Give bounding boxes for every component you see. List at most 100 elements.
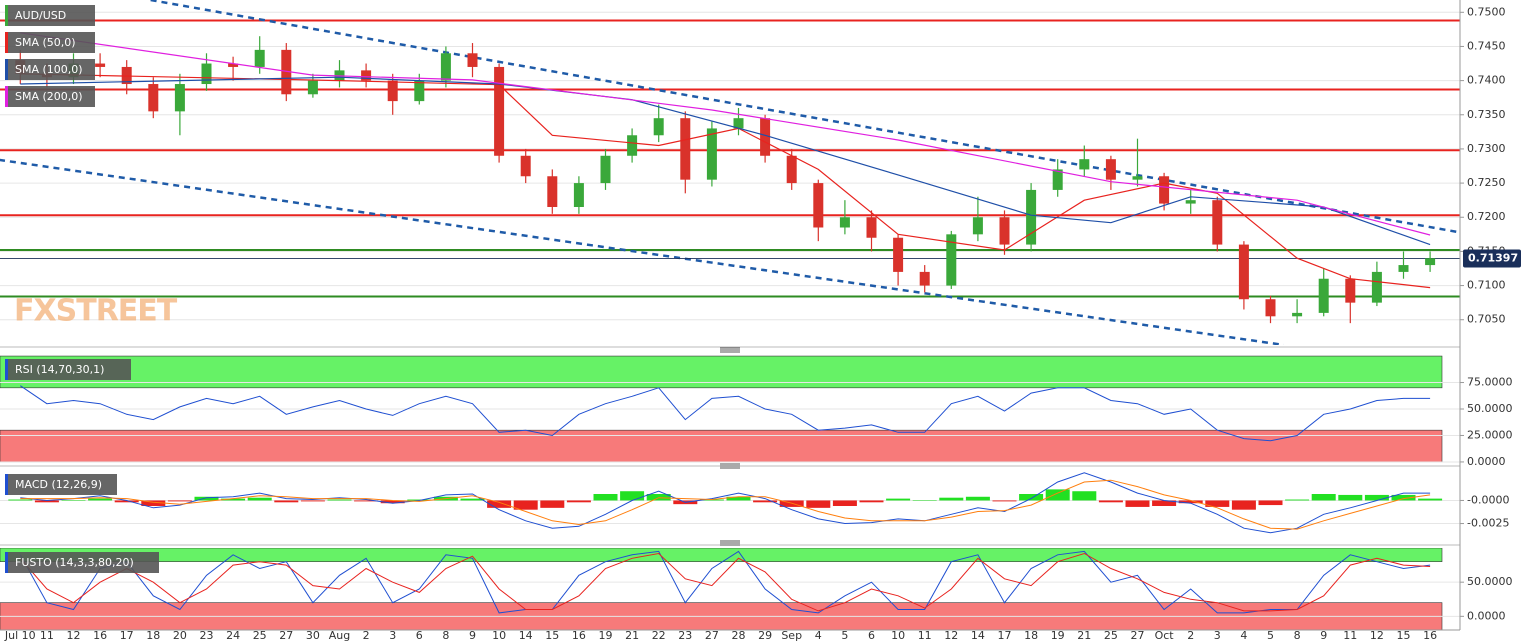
- axes: 0.70500.71000.71500.72000.72500.73000.73…: [4, 5, 1521, 642]
- histogram-bar: [1178, 500, 1203, 504]
- histogram-bar: [939, 497, 964, 501]
- x-tick-label: 12: [67, 629, 81, 642]
- candle-body: [706, 128, 717, 180]
- histogram-bar: [992, 500, 1017, 502]
- candle-body: [148, 84, 159, 112]
- price-panel: [0, 0, 1460, 345]
- legend-box: [5, 5, 95, 26]
- y-tick-label: 0.0000: [1467, 609, 1506, 622]
- x-tick-label: 17: [998, 629, 1012, 642]
- y-tick-label: 0.0000: [1467, 455, 1506, 468]
- candle-body: [228, 63, 239, 67]
- candle-body: [440, 53, 451, 81]
- histogram-bar: [806, 500, 831, 508]
- histogram-bar: [513, 500, 538, 510]
- x-tick-label: 11: [1343, 629, 1357, 642]
- legend-swatch: [5, 59, 8, 80]
- y-tick-label: 0.7050: [1467, 313, 1506, 326]
- x-tick-label: 22: [652, 629, 666, 642]
- histogram-bar: [221, 498, 246, 501]
- histogram-bar: [300, 500, 325, 502]
- signal-line: [20, 479, 1431, 530]
- x-tick-label: 19: [599, 629, 613, 642]
- panel-label-box: [5, 552, 159, 573]
- histogram-bar: [1418, 498, 1443, 501]
- x-tick-label: 16: [93, 629, 107, 642]
- panel-label: MACD (12,26,9): [15, 478, 102, 491]
- histogram-bar: [859, 500, 884, 503]
- zone: [0, 548, 1443, 562]
- x-tick-label: 27: [1131, 629, 1145, 642]
- histogram-bar: [354, 500, 379, 502]
- zone: [0, 429, 1443, 463]
- histogram-bar: [327, 499, 352, 501]
- sma-line: [20, 32, 1431, 236]
- histogram-bar: [753, 500, 778, 503]
- candle-body: [361, 70, 372, 81]
- resize-handles[interactable]: [720, 347, 740, 546]
- resize-handle[interactable]: [720, 347, 740, 546]
- rsi-panel: [0, 355, 1460, 463]
- x-tick-label: 20: [173, 629, 187, 642]
- x-tick-label: Oct: [1155, 629, 1175, 642]
- indicator-line: [19, 552, 1431, 612]
- x-tick-label: 3: [1214, 629, 1221, 642]
- x-tick-label: 9: [469, 629, 476, 642]
- x-tick-label: 6: [416, 629, 423, 642]
- candle-body: [1052, 169, 1063, 190]
- x-tick-label: 23: [200, 629, 214, 642]
- x-tick-label: 12: [944, 629, 958, 642]
- candle-body: [653, 118, 664, 136]
- indicator-line: [19, 550, 1431, 614]
- candle-body: [680, 118, 691, 180]
- legend-swatch: [5, 5, 8, 26]
- candle-body: [281, 49, 292, 95]
- x-tick-label: 5: [1267, 629, 1274, 642]
- candle-body: [387, 80, 398, 102]
- x-tick-label: 15: [1397, 629, 1411, 642]
- candle-body: [893, 237, 904, 272]
- candle-body: [307, 80, 318, 95]
- x-tick-label: 14: [971, 629, 985, 642]
- candle-body: [254, 49, 265, 67]
- y-tick-label: 0.7200: [1467, 210, 1506, 223]
- y-tick-label: 0.7400: [1467, 74, 1506, 87]
- candle-body: [946, 234, 957, 286]
- macd-line: [20, 472, 1431, 534]
- histogram-bar: [61, 500, 86, 501]
- histogram-bar: [1285, 499, 1310, 501]
- panel-label: RSI (14,70,30,1): [15, 363, 104, 376]
- x-tick-label: 25: [253, 629, 267, 642]
- x-tick-label: 18: [146, 629, 160, 642]
- x-tick-label: 27: [279, 629, 293, 642]
- candle-body: [866, 217, 877, 238]
- histogram-bar: [1338, 494, 1363, 501]
- candle-body: [573, 183, 584, 207]
- candle-body: [95, 63, 106, 67]
- x-tick-label: 16: [572, 629, 586, 642]
- x-tick-label: 11: [918, 629, 932, 642]
- candle-body: [733, 118, 744, 129]
- panel-label-swatch: [5, 359, 8, 380]
- histogram-bar: [566, 500, 591, 503]
- indicator-line: [20, 385, 1431, 442]
- macd-panel: [0, 472, 1460, 534]
- histogram-bar: [965, 496, 990, 501]
- histogram-bar: [274, 500, 299, 503]
- histogram-bar: [1019, 494, 1044, 501]
- histogram-bar: [1045, 489, 1070, 501]
- candle-body: [467, 53, 478, 67]
- y-tick-label: 0.7350: [1467, 108, 1506, 121]
- histogram-bar: [141, 500, 166, 506]
- candle-body: [627, 135, 638, 156]
- x-tick-label: 5: [841, 629, 848, 642]
- histogram-bar: [1152, 500, 1177, 506]
- candle-body: [1212, 200, 1223, 245]
- x-tick-label: 27: [705, 629, 719, 642]
- legend-label: AUD/USD: [15, 9, 66, 22]
- candle-body: [1159, 176, 1170, 204]
- stochastic-panel: [0, 548, 1460, 630]
- candle-body: [1318, 278, 1329, 313]
- panel-label-box: [5, 474, 117, 495]
